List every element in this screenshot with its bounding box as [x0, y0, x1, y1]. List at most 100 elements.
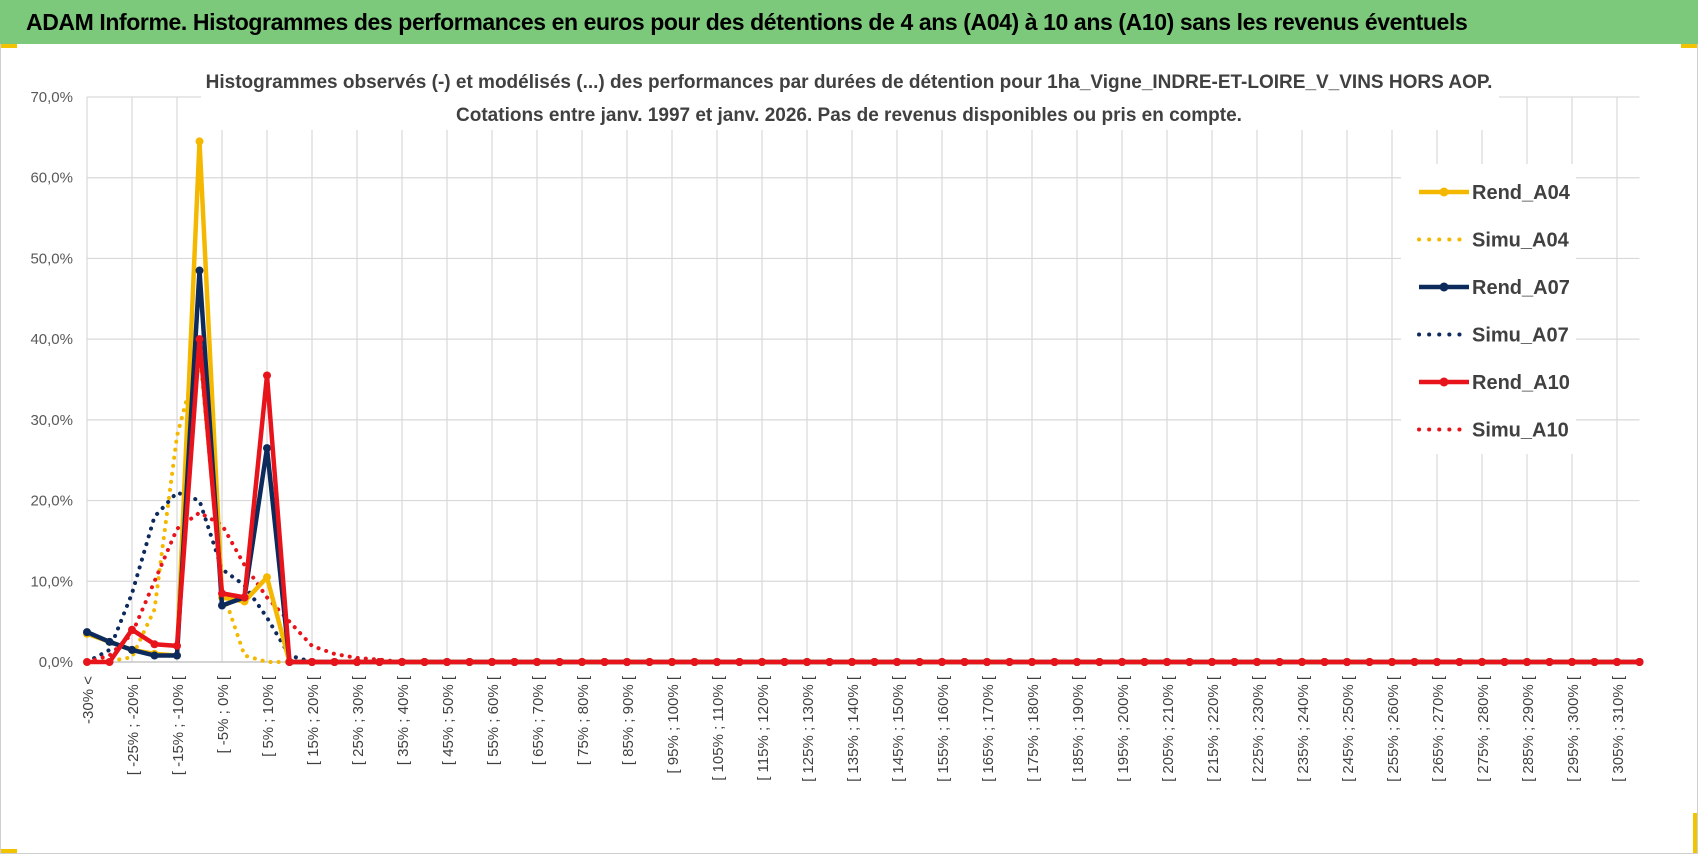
data-point [1163, 658, 1171, 666]
x-tick-label: -30% < [80, 676, 97, 724]
y-tick-label: 50,0% [30, 250, 73, 267]
legend-marker [1439, 282, 1449, 292]
data-point [1028, 658, 1036, 666]
data-point [1320, 658, 1329, 666]
data-point [330, 658, 339, 666]
legend-marker [1439, 187, 1449, 197]
data-point [195, 335, 204, 344]
data-point [1298, 658, 1306, 666]
data-point [1095, 658, 1104, 666]
data-point [803, 658, 811, 666]
data-point [1005, 658, 1014, 666]
data-point [1433, 658, 1441, 666]
data-point [1388, 658, 1396, 666]
chart-frame: Histogrammes observés (-) et modélisés (… [0, 44, 1698, 854]
x-tick-label: [ 235% ; 240% [ [1295, 675, 1312, 782]
y-tick-label: 70,0% [30, 89, 73, 106]
data-point [173, 641, 181, 650]
x-tick-label: [ -25% ; -20% [ [125, 675, 142, 775]
data-point [285, 658, 294, 666]
x-axis: -30% < [ -25% ; -20% [[ -15% ; -10% [[ -5… [80, 675, 1627, 782]
x-tick-label: [ 95% ; 100% [ [665, 675, 682, 773]
data-point [690, 658, 699, 666]
corner-mark-left [1, 44, 17, 48]
chart-subtitle: Cotations entre janv. 1997 et janv. 2026… [456, 105, 1242, 126]
x-tick-label: [ 25% ; 30% [ [350, 675, 367, 765]
x-tick-label: [ 195% ; 200% [ [1115, 675, 1132, 782]
x-tick-label: [ 185% ; 190% [ [1070, 675, 1087, 782]
series-line-simu-a07 [85, 490, 1642, 664]
data-point [1613, 658, 1621, 666]
y-axis: 0,0% 10,0% 20,0% 30,0% 40,0% 50,0% 60,0% 70,0% [30, 89, 73, 671]
data-point [1545, 658, 1554, 666]
data-point [1253, 658, 1261, 666]
x-tick-label: [ -15% ; -10% [ [170, 675, 187, 775]
series-line-rend-a10 [84, 336, 1642, 665]
data-point [353, 658, 361, 666]
data-point [1500, 658, 1509, 666]
data-point [1343, 658, 1351, 666]
x-tick-label: [ 165% ; 170% [ [980, 675, 997, 782]
data-point [465, 658, 474, 666]
data-point [645, 658, 654, 666]
x-tick-label: [ 155% ; 160% [ [935, 675, 952, 782]
data-point [398, 658, 406, 666]
data-point [263, 444, 271, 453]
x-tick-label: [ 75% ; 80% [ [575, 675, 592, 765]
x-tick-label: [ 225% ; 230% [ [1250, 675, 1267, 782]
x-tick-label: [ 115% ; 120% [ [755, 675, 772, 781]
legend: Rend_A04 Simu_A04 Rend_A07 Simu_A07 Rend_A10… [1401, 164, 1576, 454]
data-point [240, 593, 249, 602]
data-point [1073, 658, 1081, 666]
data-point [1050, 658, 1059, 666]
data-point [150, 651, 159, 660]
x-tick-label: [ 255% ; 260% [ [1385, 675, 1402, 782]
legend-label: Rend_A04 [1472, 182, 1571, 204]
data-point [578, 658, 586, 666]
data-point [263, 371, 271, 380]
data-point [893, 658, 901, 666]
x-tick-label: [ 105% ; 110% [ [710, 675, 727, 781]
data-point [1208, 658, 1216, 666]
x-tick-label: [ 35% ; 40% [ [395, 675, 412, 765]
data-point [218, 589, 226, 598]
corner-mark-bottom-right [1693, 813, 1697, 853]
data-point [1365, 658, 1374, 666]
data-point [780, 658, 789, 666]
data-point [105, 658, 114, 666]
data-point [1568, 658, 1576, 666]
data-point [195, 137, 204, 146]
legend-label: Simu_A07 [1472, 325, 1569, 347]
data-point [83, 658, 91, 666]
x-tick-label: [ 265% ; 270% [ [1430, 675, 1447, 782]
x-tick-label: [ 5% ; 10% [ [260, 675, 277, 757]
legend-label: Simu_A10 [1472, 420, 1569, 442]
data-point [105, 637, 114, 646]
data-point [1140, 658, 1149, 666]
chart-title: Histogrammes observés (-) et modélisés (… [206, 72, 1493, 93]
chart-title-background [201, 66, 1499, 130]
y-tick-label: 0,0% [39, 654, 73, 671]
data-point [938, 658, 946, 666]
legend-label: Rend_A07 [1472, 277, 1570, 299]
corner-mark-right [1681, 44, 1697, 48]
y-tick-label: 20,0% [30, 493, 73, 510]
data-point [173, 651, 181, 660]
data-point [195, 266, 204, 275]
report-title: ADAM Informe. Histogrammes des performan… [26, 8, 1468, 35]
x-tick-label: [ 215% ; 220% [ [1205, 675, 1222, 782]
data-point [960, 658, 969, 666]
data-point [1118, 658, 1126, 666]
series-line-simu-a10 [85, 510, 1642, 664]
x-tick-label: [ 145% ; 150% [ [890, 675, 907, 782]
x-tick-label: [ 15% ; 20% [ [305, 675, 322, 765]
legend-background [1401, 164, 1576, 454]
data-point [1230, 658, 1239, 666]
data-point [83, 628, 91, 637]
data-point [555, 658, 564, 666]
x-tick-label: [ 65% ; 70% [ [530, 675, 547, 765]
x-tick-label: [ 305% ; 310% [ [1610, 675, 1627, 782]
data-point [825, 658, 834, 666]
x-tick-label: [ 205% ; 210% [ [1160, 675, 1177, 782]
data-point [1275, 658, 1284, 666]
